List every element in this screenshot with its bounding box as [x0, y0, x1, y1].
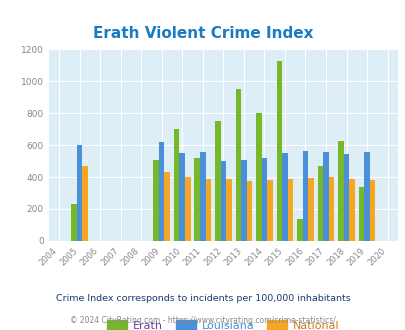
Bar	[322, 152, 328, 241]
Bar	[281, 153, 287, 241]
Bar	[71, 204, 77, 241]
Legend: Erath, Louisiana, National: Erath, Louisiana, National	[102, 315, 343, 330]
Bar	[241, 160, 246, 241]
Bar	[256, 113, 261, 241]
Bar	[369, 180, 375, 241]
Bar	[337, 141, 343, 241]
Bar	[302, 151, 307, 241]
Bar	[205, 179, 211, 241]
Text: Crime Index corresponds to incidents per 100,000 inhabitants: Crime Index corresponds to incidents per…	[55, 294, 350, 303]
Bar	[343, 154, 348, 241]
Bar	[266, 180, 272, 241]
Bar	[348, 180, 354, 241]
Bar	[317, 166, 322, 241]
Bar	[185, 177, 190, 241]
Bar	[194, 158, 200, 241]
Text: © 2024 CityRating.com - https://www.cityrating.com/crime-statistics/: © 2024 CityRating.com - https://www.city…	[70, 315, 335, 325]
Bar	[307, 178, 313, 241]
Bar	[296, 218, 302, 241]
Text: Erath Violent Crime Index: Erath Violent Crime Index	[92, 25, 313, 41]
Bar	[276, 61, 281, 241]
Bar	[153, 160, 158, 241]
Bar	[261, 158, 266, 241]
Bar	[215, 121, 220, 241]
Bar	[358, 187, 363, 241]
Bar	[158, 142, 164, 241]
Bar	[173, 129, 179, 241]
Bar	[179, 153, 185, 241]
Bar	[220, 161, 226, 241]
Bar	[164, 172, 170, 241]
Bar	[235, 89, 241, 241]
Bar	[226, 179, 231, 241]
Bar	[200, 151, 205, 241]
Bar	[363, 152, 369, 241]
Bar	[77, 145, 82, 241]
Bar	[246, 181, 252, 241]
Bar	[287, 179, 292, 241]
Bar	[328, 177, 333, 241]
Bar	[82, 166, 87, 241]
